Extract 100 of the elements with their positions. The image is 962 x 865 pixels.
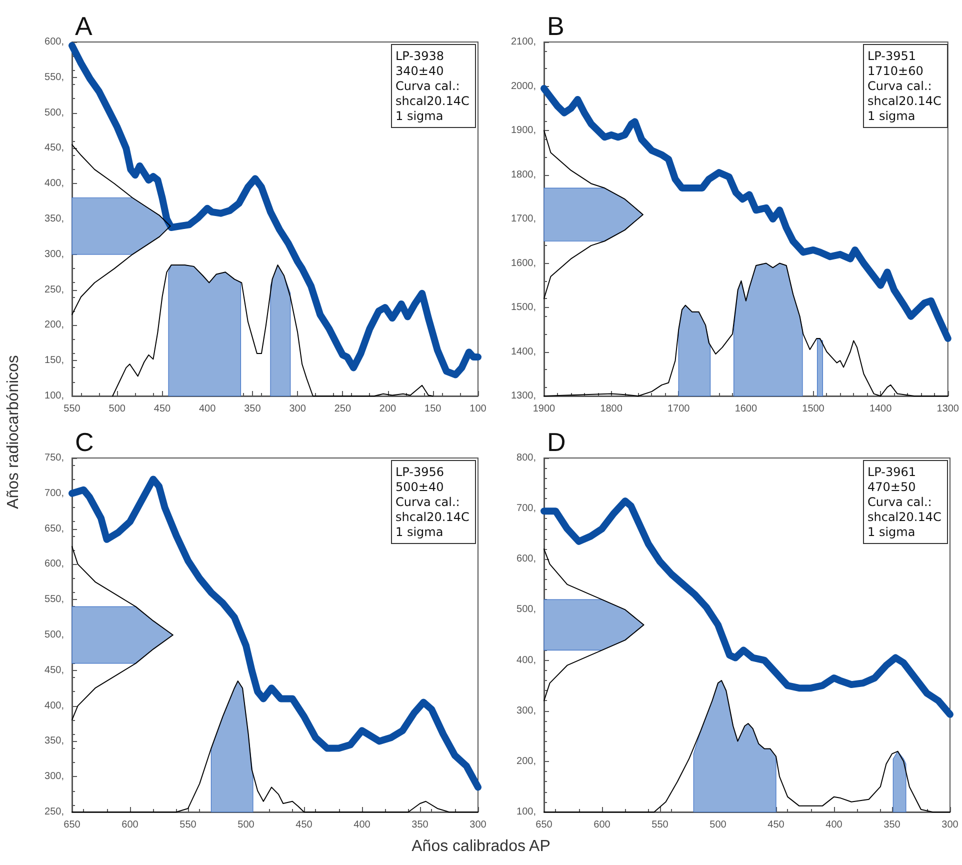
line-series <box>72 546 174 720</box>
x-tick-label: 500 <box>108 404 126 414</box>
x-tick-label: 250 <box>334 404 352 414</box>
y-tick-label: 400, <box>516 654 536 666</box>
x-tick-label: 450 <box>296 820 313 830</box>
y-axis-title: Años radiocarbónicos <box>5 355 23 509</box>
chart-title: A <box>75 11 93 41</box>
y-tick-label: 1600, <box>510 258 536 269</box>
x-tick-label: 400 <box>826 820 843 830</box>
x-tick-label: 550 <box>180 820 197 830</box>
x-tick-label: 400 <box>198 404 216 414</box>
x-tick-label: 1300 <box>936 404 960 414</box>
annotation: shcal20.14C <box>396 510 470 524</box>
y-tick-label: 2100, <box>510 36 536 48</box>
y-tick-label: 450, <box>44 664 64 676</box>
y-tick-label: 250, <box>44 284 64 296</box>
y-tick-label: 650, <box>44 523 64 534</box>
x-tick-label: 350 <box>244 404 262 414</box>
annotation: 470±50 <box>868 480 916 494</box>
annotation: LP-3956 <box>396 465 444 479</box>
y-tick-label: 300, <box>516 705 536 716</box>
y-tick-label: 250, <box>44 806 64 818</box>
chart-title: D <box>547 427 566 457</box>
y-tick-label: 150, <box>44 355 64 366</box>
x-tick-label: 200 <box>379 404 397 414</box>
y-tick-label: 800, <box>516 452 536 464</box>
y-tick-label: 1900, <box>510 125 536 136</box>
x-tick-label: 1600 <box>734 404 758 414</box>
x-tick-label: 450 <box>154 404 171 414</box>
x-tick-label: 500 <box>238 820 255 830</box>
annotation: Curva cal.: <box>868 79 932 93</box>
x-tick-label: 550 <box>652 820 669 830</box>
x-tick-label: 500 <box>710 820 727 830</box>
y-tick-label: 700, <box>516 503 536 514</box>
x-tick-label: 450 <box>768 820 785 830</box>
y-tick-label: 300, <box>44 771 64 782</box>
x-tick-label: 600 <box>122 820 139 830</box>
y-tick-label: 350, <box>44 736 64 747</box>
annotation: 1 sigma <box>396 525 444 539</box>
y-tick-label: 1700, <box>510 214 536 224</box>
annotation: 340±40 <box>396 64 444 78</box>
annotation: LP-3951 <box>868 49 916 63</box>
annotation: 500±40 <box>396 480 444 494</box>
chart-title: C <box>75 427 94 457</box>
line-series <box>544 548 644 702</box>
x-tick-label: 100 <box>470 404 487 414</box>
x-tick-label: 1400 <box>869 404 892 414</box>
annotation: 1 sigma <box>396 109 444 123</box>
y-tick-label: 400, <box>44 700 64 712</box>
y-tick-label: 600, <box>44 558 64 570</box>
x-tick-label: 350 <box>412 820 429 830</box>
x-tick-label: 1800 <box>600 404 623 414</box>
annotation: LP-3938 <box>396 49 444 63</box>
y-tick-label: 1300, <box>510 390 536 402</box>
y-tick-label: 500, <box>44 107 64 118</box>
annotation: LP-3961 <box>868 465 916 479</box>
y-tick-label: 2000, <box>510 80 536 92</box>
y-tick-label: 200, <box>516 756 536 767</box>
x-tick-label: 400 <box>354 820 371 830</box>
y-tick-label: 350, <box>44 214 64 224</box>
y-tick-label: 500, <box>516 604 536 616</box>
y-tick-label: 550, <box>44 72 64 83</box>
x-axis-title: Años calibrados AP <box>410 838 552 856</box>
y-tick-label: 700, <box>44 488 64 499</box>
line-series <box>544 130 644 300</box>
annotation: shcal20.14C <box>396 94 470 108</box>
y-tick-label: 100, <box>516 806 536 818</box>
y-tick-label: 600, <box>44 36 64 48</box>
y-tick-label: 200, <box>44 320 64 331</box>
x-tick-label: 300 <box>470 820 487 830</box>
y-tick-label: 600, <box>516 554 536 565</box>
x-tick-label: 350 <box>884 820 901 830</box>
annotation: 1 sigma <box>868 109 916 123</box>
annotation: Curva cal.: <box>396 79 460 93</box>
x-tick-label: 300 <box>942 820 959 830</box>
y-tick-label: 750, <box>44 452 64 464</box>
x-tick-label: 600 <box>594 820 611 830</box>
y-tick-label: 300, <box>44 248 64 260</box>
x-tick-label: 650 <box>64 820 81 830</box>
annotation: shcal20.14C <box>868 94 942 108</box>
line-series <box>112 264 434 396</box>
x-tick-label: 150 <box>424 404 442 414</box>
x-tick-label: 1700 <box>668 404 690 414</box>
annotation: Curva cal.: <box>868 495 932 509</box>
y-tick-label: 1800, <box>510 169 536 180</box>
y-tick-label: 450, <box>44 142 64 154</box>
y-tick-label: 400, <box>44 178 64 190</box>
x-tick-label: 550 <box>64 404 81 414</box>
x-tick-label: 300 <box>289 404 306 414</box>
y-tick-label: 1500, <box>510 302 536 313</box>
annotation: Curva cal.: <box>396 495 460 509</box>
y-tick-label: 500, <box>44 630 64 640</box>
x-tick-label: 650 <box>536 820 553 830</box>
y-tick-label: 1400, <box>510 346 536 358</box>
annotation: 1710±60 <box>868 64 924 78</box>
x-tick-label: 1500 <box>802 404 825 414</box>
annotation: 1 sigma <box>868 525 916 539</box>
chart-title: B <box>547 11 564 41</box>
line-series <box>72 144 171 316</box>
annotation: shcal20.14C <box>868 510 942 524</box>
